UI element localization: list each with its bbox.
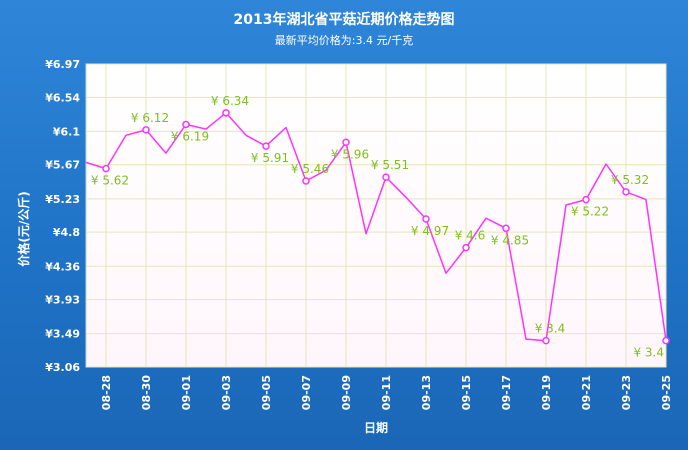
data-value-label: ¥ 6.34 bbox=[211, 94, 249, 108]
data-value-label: ¥ 5.62 bbox=[91, 174, 129, 188]
price-line bbox=[85, 112, 667, 342]
data-value-label: ¥ 6.12 bbox=[131, 111, 169, 125]
y-tick-label: ¥6.97 bbox=[45, 58, 80, 71]
data-point-marker bbox=[342, 138, 350, 147]
x-tick-label: 09-07 bbox=[300, 375, 313, 410]
data-value-label: ¥ 5.22 bbox=[571, 205, 609, 219]
y-tick-label: ¥4.8 bbox=[53, 226, 80, 239]
x-tick-label: 09-01 bbox=[180, 375, 193, 410]
x-tick-label: 09-19 bbox=[540, 375, 553, 410]
data-value-label: ¥ 5.51 bbox=[371, 158, 409, 172]
y-tick-label: ¥3.93 bbox=[45, 294, 80, 307]
x-tick-label: 08-28 bbox=[100, 375, 113, 410]
data-value-label: ¥ 5.46 bbox=[291, 162, 329, 176]
data-value-label: ¥ 4.6 bbox=[455, 229, 486, 243]
y-tick-label: ¥4.36 bbox=[45, 260, 80, 273]
x-tick-label: 09-17 bbox=[500, 375, 513, 410]
data-point-marker bbox=[382, 173, 390, 181]
data-value-label: ¥ 3.4 bbox=[633, 346, 664, 360]
x-axis-ticks: 08-28 08-30 09-01 09-03 09-05 09-07 09-09 09-11… bbox=[100, 375, 673, 411]
data-point-marker bbox=[542, 336, 550, 345]
data-point-marker bbox=[142, 126, 150, 134]
x-tick-label: 09-03 bbox=[220, 375, 233, 410]
y-tick-label: ¥3.49 bbox=[45, 328, 80, 341]
data-point-marker bbox=[182, 120, 190, 129]
y-axis-ticks: ¥6.97 ¥6.54 ¥6.1 ¥5.67 ¥5.23 ¥4.8 ¥4.36 ¥3.93 ¥3… bbox=[45, 58, 80, 374]
data-point-marker bbox=[662, 336, 670, 345]
x-tick-label: 09-21 bbox=[580, 375, 593, 410]
data-point-marker bbox=[262, 142, 270, 150]
data-value-label: ¥ 5.32 bbox=[611, 173, 649, 187]
data-point-marker bbox=[422, 215, 430, 223]
price-series bbox=[85, 109, 670, 345]
x-tick-label: 09-11 bbox=[380, 375, 393, 410]
x-tick-label: 09-05 bbox=[260, 375, 273, 410]
x-tick-label: 09-09 bbox=[340, 375, 353, 410]
y-axis-title: 价格(元/公斤) bbox=[16, 191, 31, 266]
plot-area bbox=[85, 63, 667, 368]
data-point-marker bbox=[582, 195, 590, 204]
y-tick-label: ¥5.23 bbox=[45, 193, 80, 206]
x-tick-label: 08-30 bbox=[140, 375, 153, 411]
data-value-label: ¥ 6.19 bbox=[171, 129, 209, 143]
data-point-marker bbox=[502, 224, 510, 233]
x-tick-label: 09-23 bbox=[620, 375, 633, 410]
chart-subtitle: 最新平均价格为:3.4 元/千克 bbox=[275, 33, 413, 47]
data-value-label: ¥ 5.91 bbox=[251, 151, 289, 165]
x-tick-label: 09-15 bbox=[460, 375, 473, 410]
x-tick-label: 09-25 bbox=[660, 375, 673, 410]
chart-title: 2013年湖北省平菇近期价格走势图 bbox=[234, 11, 455, 28]
value-labels: ¥ 5.62¥ 6.12¥ 6.19¥ 6.34¥ 5.91¥ 5.46¥ 5.… bbox=[91, 94, 664, 360]
x-tick-label: 09-13 bbox=[420, 375, 433, 410]
data-value-label: ¥ 5.96 bbox=[331, 147, 369, 161]
data-value-label: ¥ 4.85 bbox=[491, 233, 529, 247]
data-point-marker bbox=[102, 164, 110, 173]
y-tick-label: ¥6.1 bbox=[53, 125, 80, 138]
data-point-marker bbox=[222, 109, 230, 117]
y-tick-label: ¥3.06 bbox=[45, 361, 80, 374]
x-axis-title: 日期 bbox=[364, 420, 388, 435]
y-tick-label: ¥6.54 bbox=[45, 91, 80, 104]
data-value-label: ¥ 4.97 bbox=[411, 224, 449, 238]
data-point-marker bbox=[622, 188, 630, 196]
y-tick-label: ¥5.67 bbox=[45, 159, 80, 172]
data-point-marker bbox=[302, 177, 310, 185]
data-point-marker bbox=[462, 243, 470, 252]
data-value-label: ¥ 3.4 bbox=[535, 322, 566, 336]
